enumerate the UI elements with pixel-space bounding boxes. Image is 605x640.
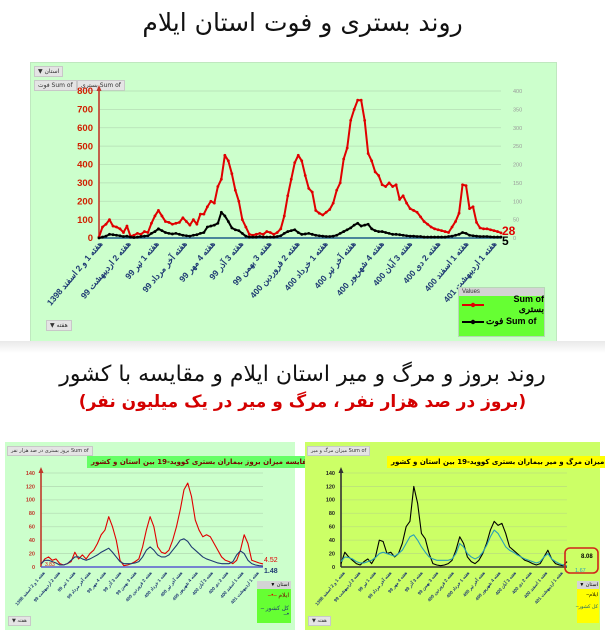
series-line xyxy=(340,485,568,567)
highlight-box xyxy=(564,547,599,574)
x-tick-label: هفته 1 اردیبهشت 401 xyxy=(534,570,565,606)
y-tick-label: 140 xyxy=(26,471,35,477)
y-tick-label: 400 xyxy=(77,160,93,171)
series-line xyxy=(340,529,568,567)
province-filter-button[interactable]: استان ▼ xyxy=(34,66,64,77)
br-legend-province: ایلام– xyxy=(586,592,598,598)
y2-tick-label: 150 xyxy=(513,181,522,187)
y-tick-label: 80 xyxy=(29,511,35,517)
y-tick-label: 0 xyxy=(332,565,335,571)
main-line-chart: 0 100 200 300 400 500 600 700 800 0 50 100 150 200 250… xyxy=(45,85,522,308)
y-tick-label: 20 xyxy=(29,551,35,557)
y-tick-label: 20 xyxy=(329,551,335,557)
y-tick-label: 700 xyxy=(77,105,93,116)
br-week-axis-button[interactable]: هفته ▼ xyxy=(308,616,331,626)
y2-tick-label: 300 xyxy=(513,126,522,132)
y2-tick-label: 200 xyxy=(513,163,522,169)
top-chart-legend: Values Sum of بستری Sum of فوت xyxy=(458,287,545,337)
legend-item-hospitalized: Sum of بستری xyxy=(459,294,544,314)
y-tick-label: 40 xyxy=(329,538,335,544)
br-legend: استان ▼ ایلام– کل کشور– xyxy=(575,581,599,623)
red-line-marker-icon xyxy=(462,302,484,307)
province-end-label: 4.52 xyxy=(264,557,278,564)
y-tick-label: 100 xyxy=(77,215,93,226)
incidence-comparison-chart: Sum of بروز بستری در صد هزار نفر مقایسه … xyxy=(5,442,316,630)
sum-deaths-field-button[interactable]: Sum of فوت xyxy=(34,80,77,91)
bottom-section-subtitle: (بروز در صد هزار نفر ، مرگ و میر در یک م… xyxy=(78,392,527,412)
bl-legend-country: کل کشور –•– xyxy=(260,606,289,618)
br-legend-header[interactable]: استان ▼ xyxy=(577,581,599,589)
y-tick-label: 100 xyxy=(26,498,35,504)
bottom-section-title: روند بروز و مرگ و میر استان ایلام و مقای… xyxy=(59,362,546,387)
y-tick-label: 500 xyxy=(77,141,93,152)
legend-header: Values xyxy=(459,288,544,296)
y-tick-label: 40 xyxy=(29,538,35,544)
bl-legend-province: ایلام –•– xyxy=(267,593,289,599)
y-tick-label: 200 xyxy=(77,196,93,207)
mortality-chart-title: مقایسه میزان مرگ و میر بیماران بستری کوو… xyxy=(387,456,605,468)
hospitalized-end-label: 28 xyxy=(502,224,516,238)
y-tick-label: 60 xyxy=(329,525,335,531)
legend-item-deaths: Sum of فوت xyxy=(459,313,544,330)
y-tick-label: 140 xyxy=(326,471,335,477)
y-tick-label: 0 xyxy=(32,565,35,571)
start-label: 3.83 xyxy=(45,562,55,568)
y2-tick-label: 250 xyxy=(513,144,522,150)
y2-tick-label: 350 xyxy=(513,107,522,113)
series-line xyxy=(98,211,501,239)
top-section-title: روند بستری و فوت استان ایلام xyxy=(142,8,463,37)
incidence-chart-title: مقایسه میزان بروز بیماران بستری کووید-19… xyxy=(87,456,316,468)
y-tick-label: 0 xyxy=(88,233,93,244)
y2-tick-label: 0 xyxy=(513,236,516,242)
y-tick-label: 100 xyxy=(326,498,335,504)
y2-tick-label: 50 xyxy=(513,218,519,224)
hospitalization-death-chart: استان ▼ Sum of فوت Sum of بستری 0 100 200 3… xyxy=(30,62,557,342)
country-end-label: 1.48 xyxy=(264,568,278,575)
y-tick-label: 300 xyxy=(77,178,93,189)
black-line-marker-icon xyxy=(462,319,484,324)
mortality-field-button[interactable]: Sum of میزان مرگ و میر xyxy=(307,446,371,456)
y-tick-label: 120 xyxy=(326,484,335,490)
br-legend-country: کل کشور– xyxy=(575,604,598,610)
y-tick-label: 600 xyxy=(77,123,93,134)
section-divider xyxy=(0,341,605,353)
week-axis-button[interactable]: هفته ▼ xyxy=(46,320,72,331)
series-line xyxy=(40,538,264,567)
x-tick-label: هفته 2 اردیبهشت 99 xyxy=(79,238,134,301)
province-end-label: 8.08 xyxy=(581,554,593,560)
series-line xyxy=(40,482,264,567)
country-end-label: 1.67 xyxy=(575,568,586,574)
y-tick-label: 80 xyxy=(329,511,335,517)
x-tick-label: هفته 2 فروردین 400 xyxy=(248,238,303,300)
y2-tick-label: 400 xyxy=(513,89,522,95)
series-line xyxy=(98,99,502,238)
y-tick-label: 800 xyxy=(77,86,93,97)
mortality-comparison-chart: Sum of میزان مرگ و میر مقایسه میزان مرگ … xyxy=(305,442,605,630)
incidence-field-button[interactable]: Sum of بروز بستری در صد هزار نفر xyxy=(7,446,93,456)
bl-legend-header[interactable]: استان ▼ xyxy=(257,581,291,589)
deaths-end-label: 5 xyxy=(502,234,509,248)
bl-week-axis-button[interactable]: هفته ▼ xyxy=(8,616,31,626)
y-tick-label: 120 xyxy=(26,484,35,490)
bl-legend: استان ▼ ایلام –•– کل کشور –•– xyxy=(257,581,291,623)
y-tick-label: 60 xyxy=(29,525,35,531)
y2-tick-label: 100 xyxy=(513,199,522,205)
